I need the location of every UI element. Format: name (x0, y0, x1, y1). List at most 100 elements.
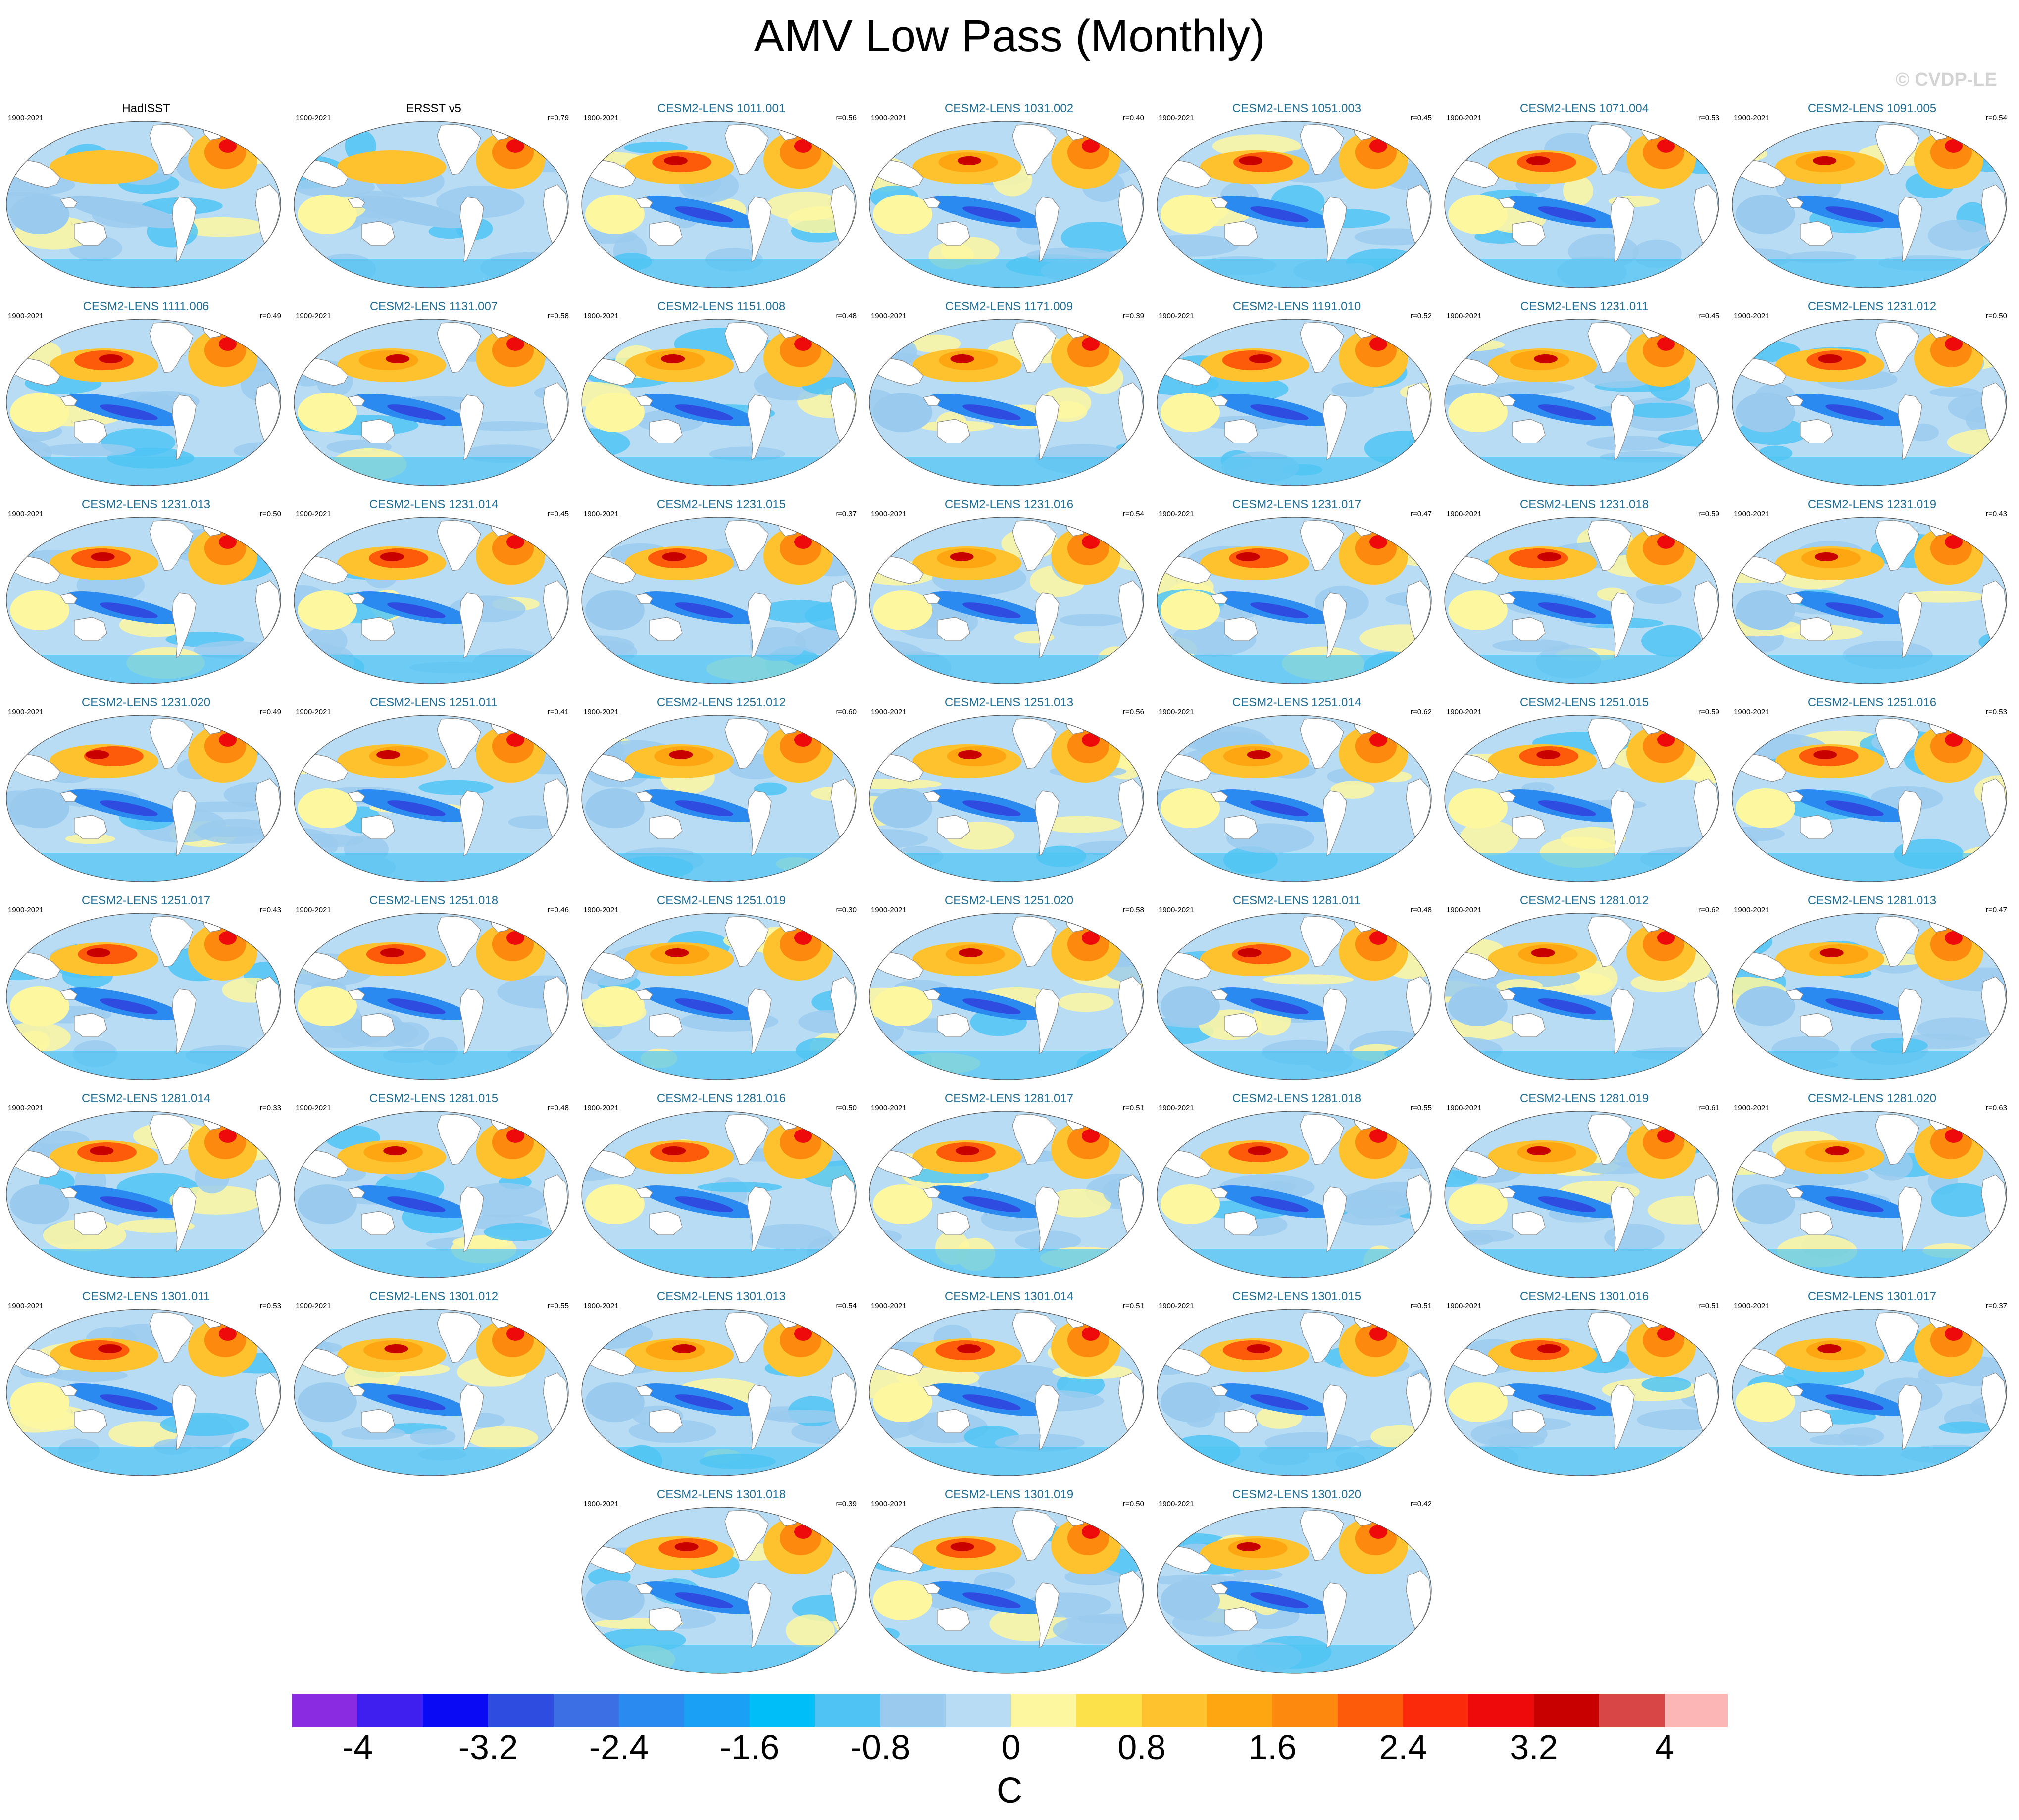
panel-period: 1900-2021 (1734, 312, 1769, 320)
panel-period: 1900-2021 (871, 1500, 907, 1508)
map-panel: CESM2-LENS 1131.007 1900-2021 r=0.58 (293, 299, 575, 497)
panel-correlation: r=0.39 (1123, 312, 1144, 320)
colorbar-tick-label: 2.4 (1379, 1728, 1427, 1767)
panel-correlation: r=0.51 (1698, 1302, 1719, 1310)
panel-title: CESM2-LENS 1281.017 (944, 1092, 1074, 1105)
map-plot (294, 517, 569, 684)
map-panel: CESM2-LENS 1011.001 1900-2021 r=0.56 (580, 101, 862, 299)
panel-title: CESM2-LENS 1301.011 (82, 1290, 210, 1303)
map-panel: HadISST 1900-2021 (5, 101, 287, 299)
map-plot (1157, 715, 1432, 882)
panel-period: 1900-2021 (1734, 510, 1769, 518)
map-plot (1157, 913, 1432, 1080)
panel-period: 1900-2021 (1446, 1104, 1482, 1112)
panel-title: CESM2-LENS 1301.012 (369, 1290, 499, 1303)
panel-title: CESM2-LENS 1281.012 (1519, 894, 1649, 907)
panel-correlation: r=0.49 (260, 708, 281, 716)
panel-correlation: r=0.33 (260, 1104, 281, 1112)
panel-title: CESM2-LENS 1231.013 (81, 498, 211, 511)
panel-period: 1900-2021 (8, 906, 44, 914)
colorbar-unit-label: C (997, 1771, 1022, 1811)
panel-correlation: r=0.48 (1411, 906, 1432, 914)
panel-period: 1900-2021 (1734, 1302, 1769, 1310)
panel-correlation: r=0.50 (1123, 1500, 1144, 1508)
map-plot (1732, 715, 2007, 882)
panel-period: 1900-2021 (296, 510, 331, 518)
panel-title: CESM2-LENS 1301.019 (944, 1488, 1074, 1501)
panel-period: 1900-2021 (296, 1302, 331, 1310)
map-panel: CESM2-LENS 1111.006 1900-2021 r=0.49 (5, 299, 287, 497)
map-panel: CESM2-LENS 1251.015 1900-2021 r=0.59 (1443, 695, 1725, 893)
map-plot (6, 913, 281, 1080)
map-plot (1157, 517, 1432, 684)
panel-correlation: r=0.61 (1698, 1104, 1719, 1112)
panel-title: CESM2-LENS 1051.003 (1232, 102, 1362, 115)
map-plot (869, 121, 1144, 288)
colorbar-swatch (423, 1694, 488, 1727)
panel-title: CESM2-LENS 1301.017 (1807, 1290, 1937, 1303)
panel-period: 1900-2021 (583, 312, 619, 320)
panel-period: 1900-2021 (871, 510, 907, 518)
map-plot (581, 1111, 857, 1278)
map-plot (294, 121, 569, 288)
map-plot (1444, 715, 1719, 882)
panel-correlation: r=0.50 (1986, 312, 2007, 320)
panel-period: 1900-2021 (1159, 114, 1194, 122)
map-plot (1444, 517, 1719, 684)
panel-period: 1900-2021 (296, 906, 331, 914)
panel-title: CESM2-LENS 1231.017 (1232, 498, 1362, 511)
map-panel: CESM2-LENS 1251.018 1900-2021 r=0.46 (293, 893, 575, 1091)
colorbar-swatch (1142, 1694, 1207, 1727)
map-panel: CESM2-LENS 1251.011 1900-2021 r=0.41 (293, 695, 575, 893)
panel-correlation: r=0.60 (835, 708, 857, 716)
colorbar-swatch (1338, 1694, 1403, 1727)
panel-title: CESM2-LENS 1251.018 (369, 894, 499, 907)
map-panel: CESM2-LENS 1071.004 1900-2021 r=0.53 (1443, 101, 1725, 299)
map-plot (581, 319, 857, 486)
panel-title: CESM2-LENS 1301.020 (1232, 1488, 1362, 1501)
panel-title: CESM2-LENS 1281.015 (369, 1092, 499, 1105)
panel-correlation: r=0.50 (835, 1104, 857, 1112)
panel-title: ERSST v5 (406, 102, 461, 115)
panel-title: CESM2-LENS 1231.018 (1519, 498, 1649, 511)
map-plot (6, 517, 281, 684)
panel-correlation: r=0.39 (835, 1500, 857, 1508)
panel-correlation: r=0.79 (548, 114, 569, 122)
colorbar-swatch (1665, 1694, 1728, 1727)
panel-correlation: r=0.53 (260, 1302, 281, 1310)
panel-period: 1900-2021 (1446, 708, 1482, 716)
panel-period: 1900-2021 (1734, 1104, 1769, 1112)
panel-correlation: r=0.55 (548, 1302, 569, 1310)
panel-period: 1900-2021 (583, 114, 619, 122)
panel-title: CESM2-LENS 1301.016 (1519, 1290, 1649, 1303)
panel-period: 1900-2021 (871, 312, 907, 320)
map-panel: CESM2-LENS 1281.012 1900-2021 r=0.62 (1443, 893, 1725, 1091)
map-panel: CESM2-LENS 1191.010 1900-2021 r=0.52 (1156, 299, 1438, 497)
panel-correlation: r=0.51 (1123, 1302, 1144, 1310)
map-plot (869, 913, 1144, 1080)
panel-correlation: r=0.58 (1123, 906, 1144, 914)
panel-title: CESM2-LENS 1231.012 (1807, 300, 1937, 313)
panel-correlation: r=0.37 (835, 510, 857, 518)
map-panel: CESM2-LENS 1251.014 1900-2021 r=0.62 (1156, 695, 1438, 893)
map-plot (1732, 913, 2007, 1080)
map-panel: CESM2-LENS 1281.020 1900-2021 r=0.63 (1731, 1091, 2013, 1289)
panel-period: 1900-2021 (296, 708, 331, 716)
panel-period: 1900-2021 (1446, 114, 1482, 122)
map-plot (869, 517, 1144, 684)
map-panel: CESM2-LENS 1231.015 1900-2021 r=0.37 (580, 497, 862, 695)
colorbar-swatch (357, 1694, 423, 1727)
colorbar-tick-label: 1.6 (1248, 1728, 1296, 1767)
panel-title: CESM2-LENS 1231.014 (369, 498, 499, 511)
colorbar-swatch (684, 1694, 750, 1727)
map-panel: CESM2-LENS 1151.008 1900-2021 r=0.48 (580, 299, 862, 497)
panel-correlation: r=0.51 (1123, 1104, 1144, 1112)
map-plot (1157, 1111, 1432, 1278)
map-panel: CESM2-LENS 1231.020 1900-2021 r=0.49 (5, 695, 287, 893)
map-plot (294, 913, 569, 1080)
map-plot (294, 1111, 569, 1278)
colorbar-swatch (1403, 1694, 1468, 1727)
panel-correlation: r=0.43 (1986, 510, 2007, 518)
panel-period: 1900-2021 (583, 1302, 619, 1310)
panel-period: 1900-2021 (8, 1302, 44, 1310)
